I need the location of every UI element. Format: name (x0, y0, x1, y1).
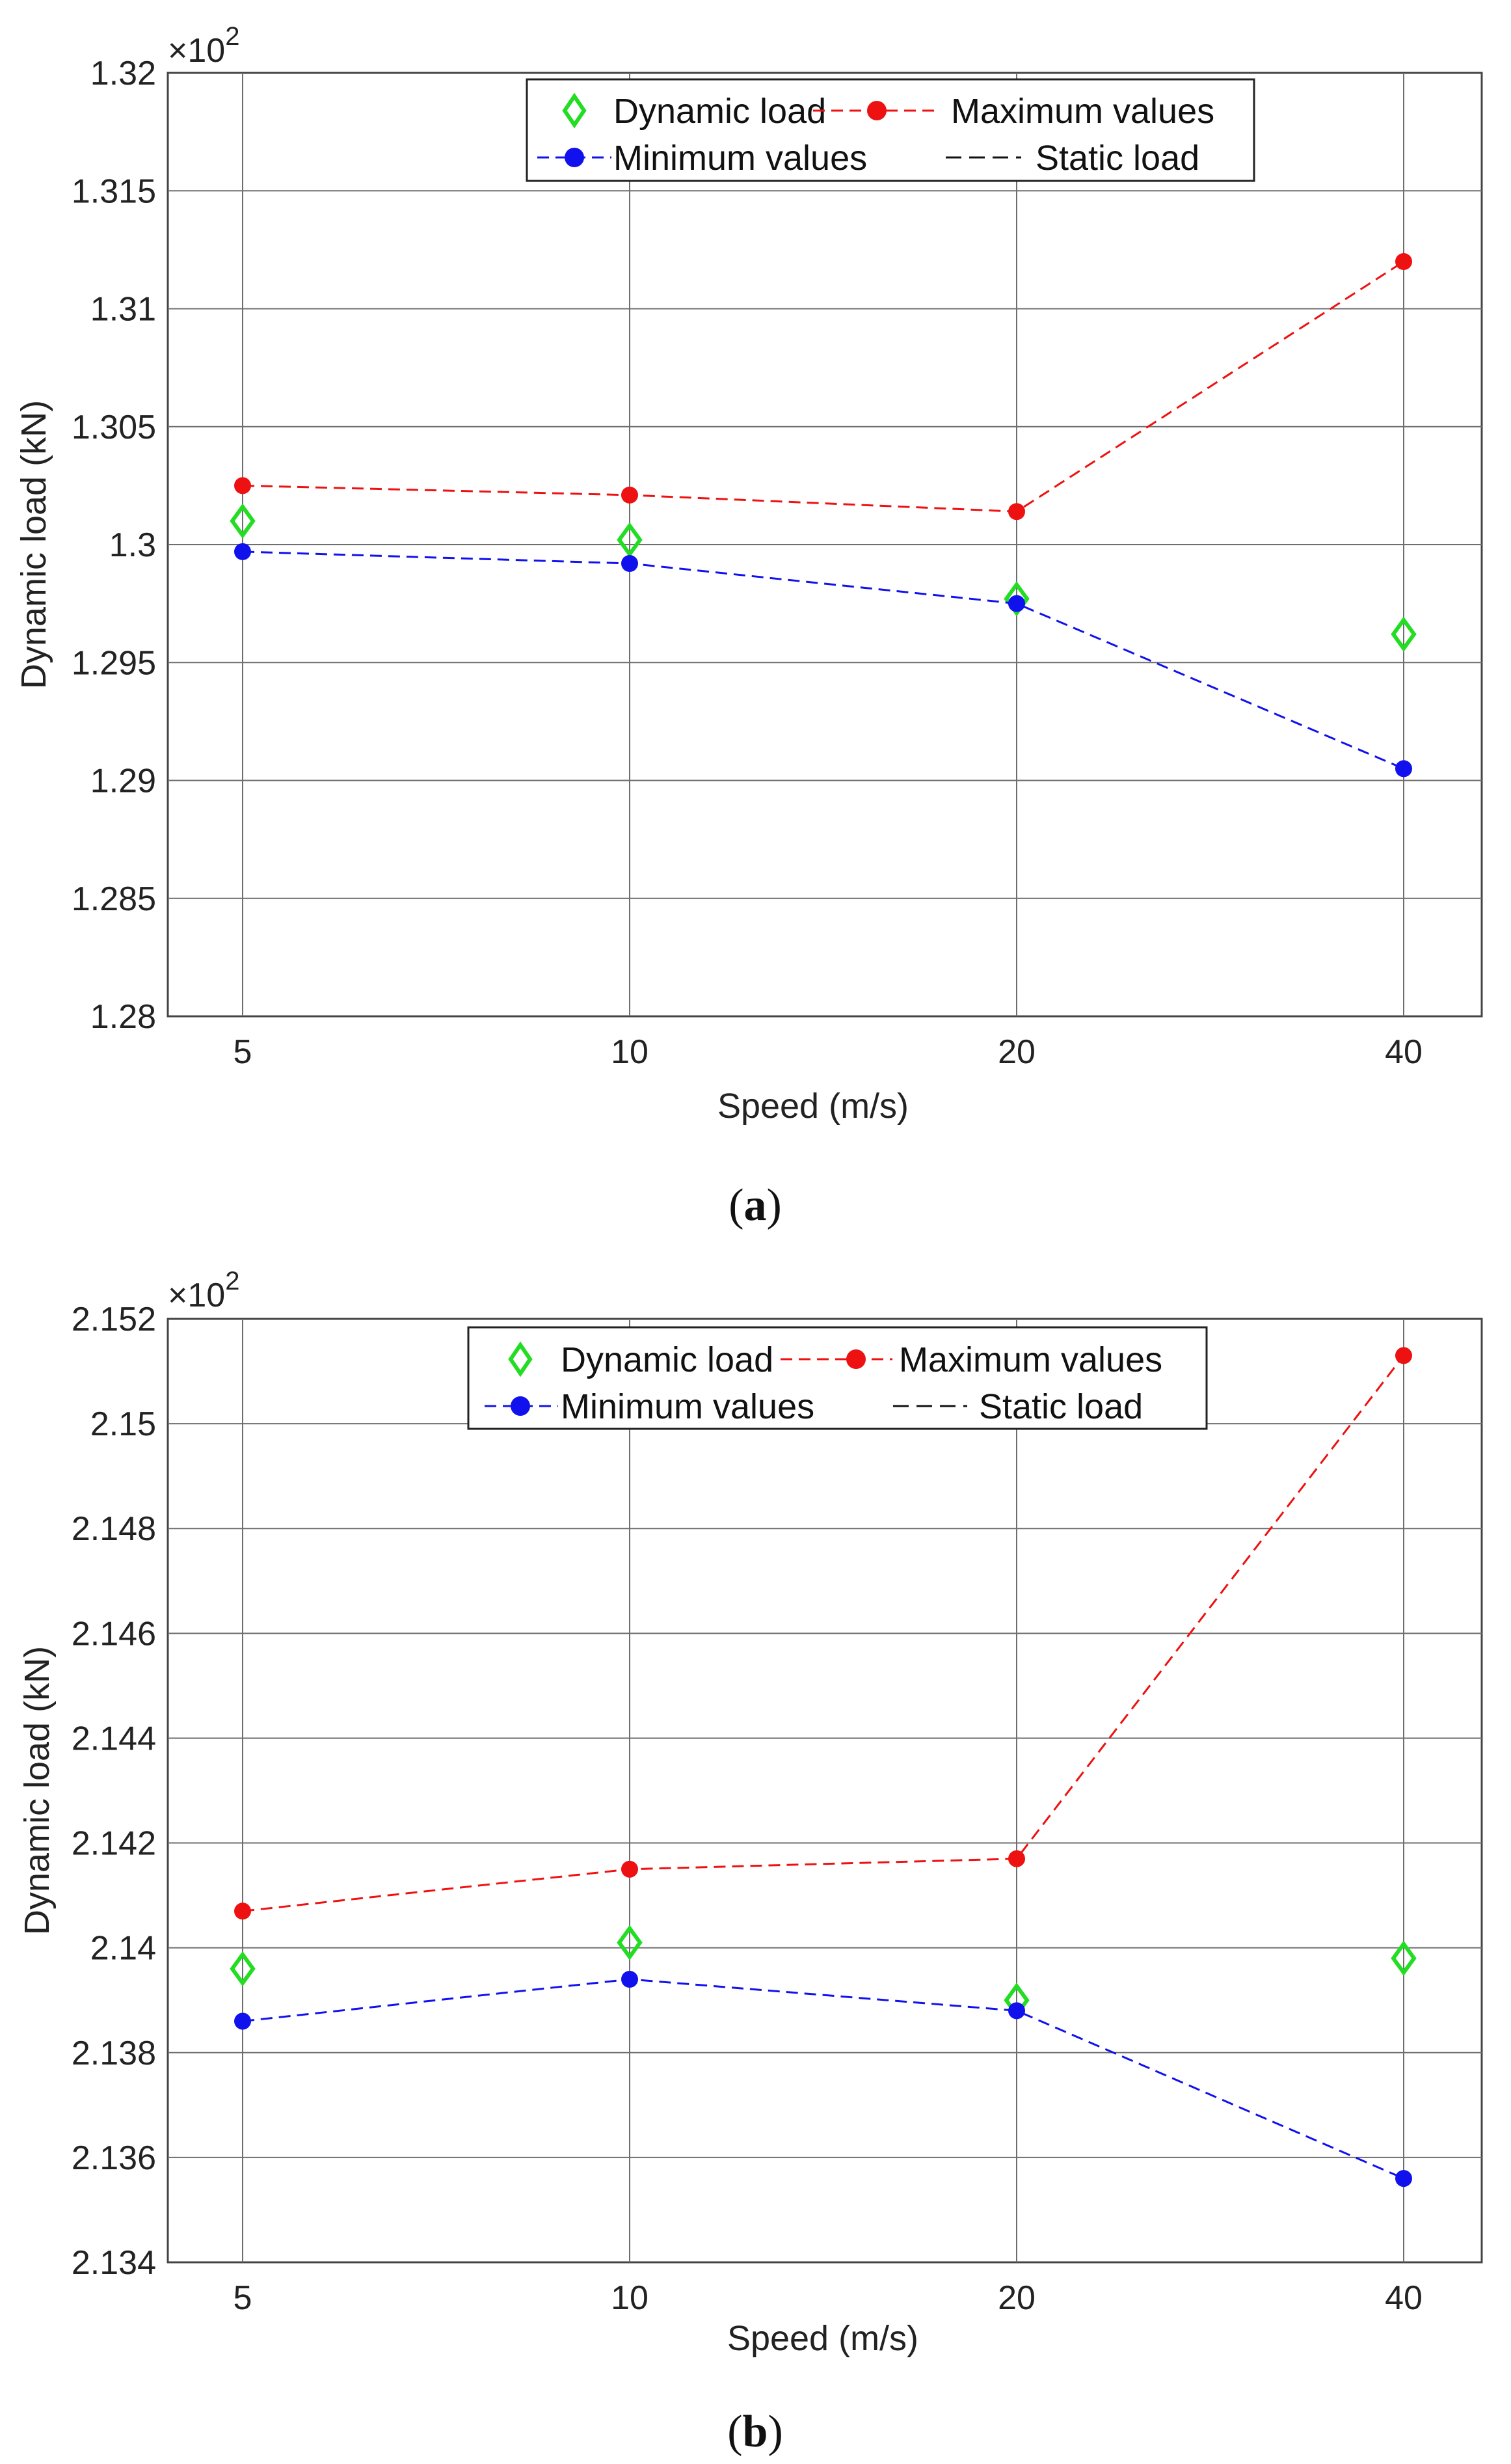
exponent-label-b: ×102 (168, 1267, 239, 1314)
exponent-label-a: ×102 (168, 22, 239, 70)
y-tick-label-a: 1.29 (90, 763, 156, 800)
y-tick-label-a: 1.31 (90, 291, 156, 329)
point-minimum-values-a (1395, 760, 1412, 778)
legend-dynamic-diamond-b (508, 1341, 533, 1377)
point-minimum-values-b (234, 2012, 251, 2030)
x-tick-label-b: 10 (611, 2279, 649, 2317)
series-line-minimum-values-b (242, 1978, 1404, 2180)
point-maximum-values-b (621, 1860, 638, 1878)
y-ticks-b: 2.134 2.136 2.138 2.14 2.142 2.144 2.146 2.148 2… (72, 1301, 156, 2282)
y-tick-label-b: 2.144 (72, 1720, 156, 1757)
y-tick-label-b: 2.14 (90, 1930, 156, 1968)
y-axis-label-b: Dynamic load (kN) (18, 1646, 57, 1935)
y-tick-label-b: 2.134 (72, 2244, 156, 2282)
legend-label-dynamic-b: Dynamic load (561, 1340, 773, 1379)
legend-label-max-b: Maximum values (899, 1340, 1162, 1379)
legend-min-dot-b (511, 1396, 530, 1416)
x-tick-label-a: 5 (234, 1033, 252, 1071)
legend-a: Dynamic load Maximum values Minimum valu… (526, 78, 1255, 182)
x-tick-label-b: 20 (998, 2279, 1036, 2317)
x-tick-label-a: 20 (998, 1033, 1036, 1071)
y-tick-label-b: 2.142 (72, 1825, 156, 1863)
y-tick-label-a: 1.315 (72, 172, 156, 210)
y-tick-label-a: 1.3 (109, 526, 156, 564)
legend-label-max-a: Maximum values (951, 92, 1214, 131)
point-dynamic-load-a (1391, 616, 1417, 652)
grid-a (168, 73, 1482, 1016)
point-maximum-values-a (234, 477, 251, 494)
legend-label-static-b: Static load (979, 1387, 1143, 1426)
x-tick-label-a: 40 (1385, 1033, 1423, 1071)
x-tick-label-b: 5 (234, 2279, 252, 2317)
chart-panel-a: 1.281.2851.291.2951.31.3051.311.3151.32 … (14, 22, 1483, 1230)
legend-max-dot-a (867, 101, 887, 120)
legend-dynamic-diamond-a (562, 92, 587, 129)
x-ticks-b: 5 10 20 40 (234, 2279, 1423, 2317)
series-line-maximum-values-a (242, 260, 1404, 513)
point-dynamic-load-b (230, 1951, 256, 1986)
y-tick-label-b: 2.148 (72, 1510, 156, 1548)
y-ticks-a: 1.28 1.285 1.29 1.295 1.3 1.305 1.31 1.315 1.32 (72, 55, 156, 1036)
x-axis-label-b: Speed (m/s) (727, 2319, 918, 2358)
x-ticks-a: 5 10 20 40 (234, 1033, 1423, 1071)
point-dynamic-load-b (617, 1925, 643, 1960)
y-tick-label-b: 2.138 (72, 2035, 156, 2072)
point-maximum-values-b (1008, 1850, 1025, 1867)
point-dynamic-load-a (230, 503, 256, 539)
y-tick-label-a: 1.28 (90, 998, 156, 1036)
point-maximum-values-a (1395, 253, 1412, 270)
point-dynamic-load-a (617, 522, 643, 558)
point-dynamic-load-a (1004, 581, 1030, 617)
y-tick-label-a: 1.295 (72, 644, 156, 682)
point-minimum-values-a (621, 555, 638, 572)
point-maximum-values-a (621, 486, 638, 504)
point-maximum-values-a (1008, 503, 1025, 521)
legend-min-dot-a (565, 148, 584, 167)
legend-label-static-a: Static load (1036, 139, 1199, 178)
x-axis-label-a: Speed (m/s) (717, 1087, 909, 1126)
legend-label-dynamic-a: Dynamic load (613, 92, 826, 131)
x-tick-label-b: 40 (1385, 2279, 1423, 2317)
y-tick-label-b: 2.15 (90, 1405, 156, 1443)
point-dynamic-load-b (1391, 1940, 1417, 1976)
legend-b: Dynamic load Maximum values Minimum valu… (467, 1326, 1208, 1430)
y-tick-label-a: 1.285 (72, 880, 156, 918)
grid-b (168, 1319, 1482, 2262)
point-maximum-values-b (234, 1902, 251, 1920)
series-b (230, 1347, 1417, 2187)
caption-b: (b) (727, 2407, 783, 2457)
y-tick-label-a: 1.32 (90, 55, 156, 92)
series-a (230, 253, 1417, 778)
caption-a: (a) (729, 1180, 782, 1230)
point-minimum-values-b (1395, 2170, 1412, 2187)
legend-box-b (467, 1326, 1208, 1430)
y-tick-label-b: 2.136 (72, 2139, 156, 2177)
point-maximum-values-b (1395, 1347, 1412, 1364)
legend-max-dot-b (846, 1349, 866, 1369)
legend-label-min-a: Minimum values (613, 139, 867, 178)
x-tick-label-a: 10 (611, 1033, 649, 1071)
y-tick-label-b: 2.152 (72, 1301, 156, 1338)
legend-label-min-b: Minimum values (561, 1387, 814, 1426)
series-line-minimum-values-a (242, 550, 1404, 770)
legend-box-a (526, 78, 1255, 182)
y-tick-label-b: 2.146 (72, 1615, 156, 1653)
plot-area-b (167, 1318, 1483, 2264)
y-axis-label-a: Dynamic load (kN) (14, 400, 53, 689)
point-minimum-values-b (1008, 2002, 1025, 2020)
point-minimum-values-a (234, 543, 251, 560)
point-minimum-values-a (1008, 595, 1025, 612)
y-tick-label-a: 1.305 (72, 409, 156, 446)
chart-panel-b: 2.134 2.136 2.138 2.14 2.142 2.144 2.146 2.148 2… (18, 1267, 1483, 2457)
point-minimum-values-b (621, 1971, 638, 1988)
series-line-maximum-values-b (242, 1355, 1405, 1912)
